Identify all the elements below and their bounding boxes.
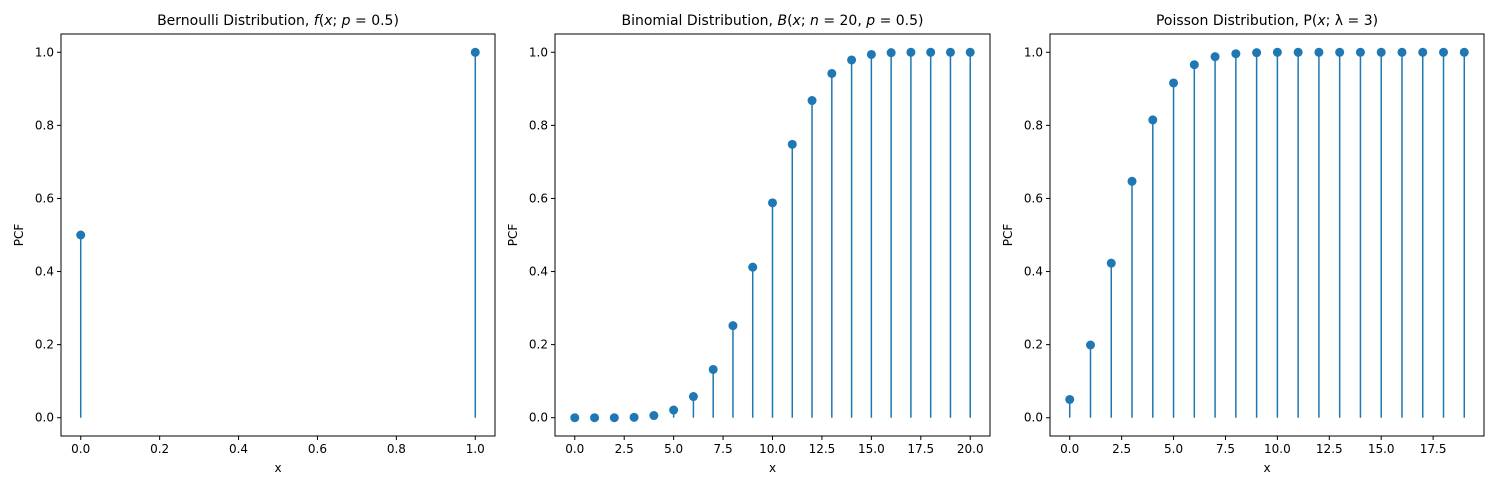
x-tick-label: 12.5 [1316, 442, 1343, 456]
stem-marker [1376, 47, 1386, 57]
stem-marker [1085, 340, 1095, 350]
y-axis-label: PCF [12, 224, 26, 247]
stem-marker [807, 96, 817, 106]
y-axis-label: PCF [506, 224, 520, 247]
stem-marker [1169, 78, 1179, 88]
y-tick-label: 0.8 [35, 118, 54, 132]
x-tick-label: 17.5 [1420, 442, 1447, 456]
stem-marker [926, 47, 936, 57]
stem-marker [827, 68, 837, 78]
stem-marker [1252, 48, 1262, 58]
stem-marker [1106, 258, 1116, 268]
stem-marker [866, 49, 876, 59]
stem-marker [1355, 47, 1365, 57]
stem-marker [748, 262, 758, 272]
x-tick-label: 17.5 [907, 442, 934, 456]
y-tick-label: 0.4 [529, 265, 548, 279]
stem-marker [945, 47, 955, 57]
x-tick-label: 0.0 [565, 442, 584, 456]
x-tick-label: 15.0 [858, 442, 885, 456]
stem-marker [590, 413, 600, 423]
y-tick-label: 0.4 [35, 265, 54, 279]
y-tick-label: 0.6 [1024, 191, 1043, 205]
stem-marker [76, 230, 86, 240]
x-tick-label: 0.0 [71, 442, 90, 456]
y-tick-label: 1.0 [35, 45, 54, 59]
chart-panel-2: 0.0 2.5 5.0 7.5 10.0 12.5 15.0 17.5 20.0 0.0 0.2 0.… [506, 13, 991, 475]
y-tick-label: 0.2 [529, 338, 548, 352]
stem-marker [1293, 47, 1303, 57]
x-tick-label: 0.4 [229, 442, 248, 456]
y-tick-label: 0.0 [35, 411, 54, 425]
y-tick-label: 0.8 [1024, 118, 1043, 132]
y-tick-label: 0.2 [1024, 338, 1043, 352]
chart-panel-1: 0.0 0.2 0.4 0.6 0.8 1.0 0.0 0.2 0.4 0.6 0.8 1.0 x PCF… [12, 13, 496, 475]
stem-marker [906, 47, 916, 57]
stem-marker [629, 412, 639, 422]
y-tick-label: 0.6 [35, 191, 54, 205]
x-tick-label: 1.0 [466, 442, 485, 456]
chart-panel-3: 0.0 2.5 5.0 7.5 10.0 12.5 15.0 17.5 0.0 0.2 0.4 0.6… [1001, 13, 1485, 475]
stem-marker [787, 139, 797, 149]
stem-marker [768, 198, 777, 208]
stem-marker [708, 364, 718, 374]
stem-marker [886, 48, 896, 58]
stem-marker [1272, 47, 1282, 57]
x-tick-label: 2.5 [1112, 442, 1131, 456]
y-tick-label: 1.0 [529, 45, 548, 59]
stem-marker [1459, 47, 1469, 57]
stem-marker [649, 411, 659, 421]
stem-marker [847, 55, 857, 65]
y-tick-label: 0.2 [35, 338, 54, 352]
x-tick-label: 5.0 [664, 442, 683, 456]
stem-marker [688, 392, 698, 402]
chart-title: Bernoulli Distribution, f(x; p = 0.5) [157, 13, 399, 29]
stem-marker [609, 413, 619, 423]
chart-title: Poisson Distribution, P(x; λ = 3) [1156, 13, 1378, 29]
x-tick-label: 0.2 [150, 442, 169, 456]
x-tick-label: 15.0 [1368, 442, 1395, 456]
x-tick-label: 10.0 [759, 442, 786, 456]
x-tick-label: 7.5 [1216, 442, 1235, 456]
stem-marker [1314, 47, 1324, 57]
stem-marker [1397, 47, 1407, 57]
y-tick-label: 1.0 [1024, 45, 1043, 59]
x-tick-label: 0.0 [1060, 442, 1079, 456]
x-tick-label: 10.0 [1264, 442, 1291, 456]
stem-marker [1231, 49, 1241, 59]
stem-marker [1148, 115, 1158, 125]
x-axis-label: x [769, 461, 776, 475]
stem-marker [1189, 60, 1199, 70]
stem-marker [1335, 47, 1345, 57]
stem-marker [1127, 176, 1137, 186]
y-tick-label: 0.8 [529, 118, 548, 132]
x-tick-label: 0.6 [308, 442, 327, 456]
y-tick-label: 0.0 [529, 411, 548, 425]
x-tick-label: 7.5 [714, 442, 733, 456]
stem-marker [1210, 52, 1220, 62]
stem-marker [669, 405, 679, 415]
x-tick-label: 20.0 [957, 442, 984, 456]
x-axis-label: x [274, 461, 281, 475]
x-axis-label: x [1263, 461, 1270, 475]
y-tick-label: 0.6 [529, 191, 548, 205]
stem-marker [470, 47, 480, 57]
y-axis-label: PCF [1001, 224, 1015, 247]
stem-marker [1418, 47, 1428, 57]
x-tick-label: 12.5 [809, 442, 836, 456]
y-tick-label: 0.0 [1024, 411, 1043, 425]
y-tick-label: 0.4 [1024, 265, 1043, 279]
stem-marker [1439, 47, 1449, 57]
chart-title: Binomial Distribution, B(x; n = 20, p = … [622, 13, 924, 29]
x-tick-label: 5.0 [1164, 442, 1183, 456]
axes-frame [60, 33, 496, 437]
stem-marker [570, 413, 580, 423]
stem-marker [965, 47, 975, 57]
x-tick-label: 0.8 [387, 442, 406, 456]
axes-frame [1049, 33, 1485, 437]
stem-marker [728, 321, 738, 331]
stem-marker [1065, 394, 1075, 404]
x-tick-label: 2.5 [615, 442, 634, 456]
